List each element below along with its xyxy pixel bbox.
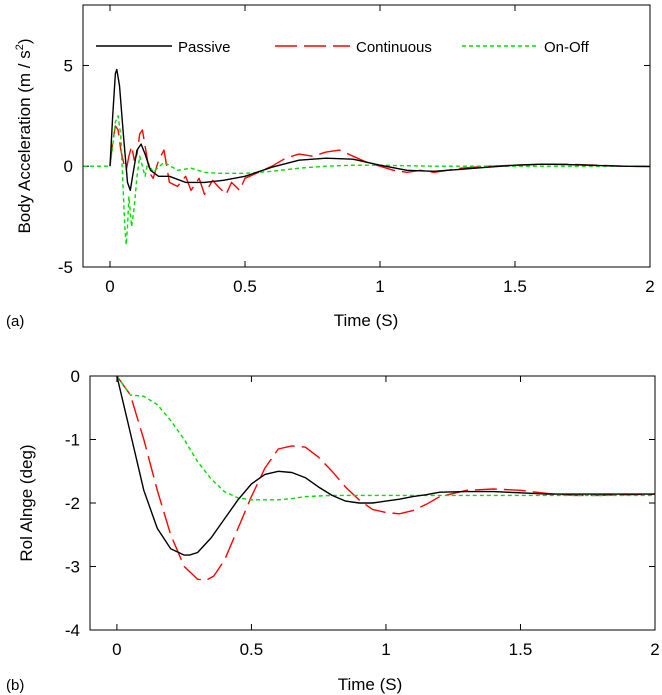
x-tick-label: 2 (650, 640, 659, 659)
x-tick-label: 1 (375, 277, 384, 296)
x-tick-label: 2 (645, 277, 654, 296)
series-line-passive (109, 68, 651, 192)
x-tick-label: 0.5 (240, 640, 264, 659)
x-tick-label: 1 (381, 640, 390, 659)
series-line-on-off (116, 375, 655, 501)
y-tick-label: 5 (64, 56, 73, 75)
legend-label: Continuous (356, 39, 432, 56)
chart-b: 0 0.5 1 1.5 2 -4 -3 -2 -1 0 Time (S) Rol Alnge (… (6, 367, 660, 694)
chart-a-plot-frame (82, 4, 651, 268)
chart-a-y-tick-labels: -5 0 5 (58, 56, 73, 277)
chart-a-y-axis-label-superscript: 2 (14, 44, 26, 50)
chart-a-panel-label: (a) (6, 313, 24, 330)
chart-a-x-tick-labels: 0 0.5 1 1.5 2 (105, 277, 654, 296)
chart-b-y-axis-label: Rol Alnge (deg) (17, 444, 36, 561)
series-line-continuous (109, 125, 650, 196)
legend-label: On-Off (544, 39, 590, 56)
chart-a: 0 0.5 1 1.5 2 -5 0 5 Time (S) Body Acceleratio… (6, 4, 655, 330)
y-tick-label: -2 (65, 494, 80, 513)
x-tick-label: 0.5 (233, 277, 257, 296)
y-tick-label: 0 (64, 157, 73, 176)
series-line-continuous (116, 375, 656, 582)
y-tick-label: -3 (65, 558, 80, 577)
y-tick-label: -5 (58, 258, 73, 277)
y-tick-label: -4 (65, 621, 80, 640)
chart-a-x-axis-label: Time (S) (334, 311, 399, 330)
chart-b-series (116, 375, 656, 582)
chart-b-plot-frame (89, 375, 656, 631)
x-tick-label: 1.5 (509, 640, 533, 659)
chart-a-y-axis-label-main: Body Acceleration (m / s (15, 50, 34, 233)
chart-b-panel-label: (b) (6, 677, 24, 694)
chart-a-series (83, 68, 651, 246)
x-tick-label: 0 (112, 640, 121, 659)
x-tick-label: 0 (105, 277, 114, 296)
chart-a-legend: Passive Continuous On-Off (96, 39, 590, 56)
chart-b-x-tick-labels: 0 0.5 1 1.5 2 (112, 640, 660, 659)
y-tick-label: 0 (71, 367, 80, 386)
y-tick-label: -1 (65, 431, 80, 450)
chart-b-x-axis-label: Time (S) (338, 675, 403, 694)
x-tick-label: 1.5 (503, 277, 527, 296)
chart-b-y-tick-labels: -4 -3 -2 -1 0 (65, 367, 80, 640)
chart-a-y-axis-label-tail: ) (15, 38, 34, 44)
chart-a-y-axis-label: Body Acceleration (m / s2) (14, 38, 34, 233)
legend-label: Passive (178, 39, 231, 56)
series-line-passive (116, 375, 655, 556)
